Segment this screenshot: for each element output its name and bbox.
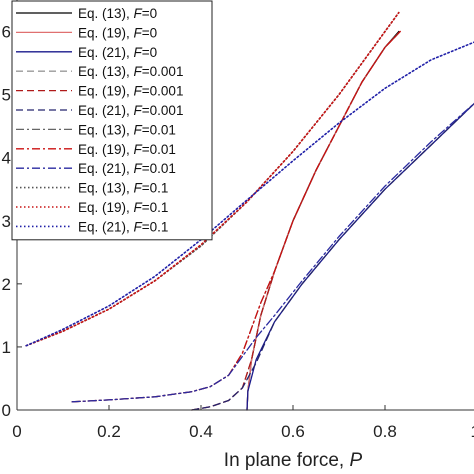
series-line-3 xyxy=(246,102,474,411)
legend-box xyxy=(11,0,213,241)
x-tick-label-3: 0.6 xyxy=(281,422,305,441)
y-tick-label-5: 5 xyxy=(2,86,11,105)
legend-entry-11: Eq. (19), F=0.1 xyxy=(78,200,168,215)
y-tick-label-2: 2 xyxy=(2,275,11,294)
legend-entry-12: Eq. (21), F=0.1 xyxy=(78,219,168,234)
y-tick-label-3: 3 xyxy=(2,212,11,231)
y-tick-label-1: 1 xyxy=(2,338,11,357)
legend-entry-8: Eq. (19), F=0.01 xyxy=(78,142,176,157)
legend-entry-6: Eq. (21), F=0.001 xyxy=(78,103,183,118)
legend: Eq. (13), F=0 Eq. (19), F=0 Eq. (21), F=0 E… xyxy=(11,0,213,241)
series-line-2 xyxy=(246,30,401,411)
legend-entry-9: Eq. (21), F=0.01 xyxy=(78,161,176,176)
series-line-5 xyxy=(191,30,401,411)
x-tick-label-4: 0.8 xyxy=(373,422,397,441)
x-tick-label-2: 0.4 xyxy=(189,422,213,441)
series-line-6 xyxy=(191,102,474,411)
x-tick-label-1: 0.2 xyxy=(97,422,121,441)
legend-entry-2: Eq. (19), F=0 xyxy=(78,25,157,40)
x-tick-label-0: 0 xyxy=(12,422,21,441)
x-tick-label-5: 1 xyxy=(471,422,474,441)
y-tick-label-4: 4 xyxy=(2,149,11,168)
legend-entry-3: Eq. (21), F=0 xyxy=(78,45,157,60)
y-tick-label-6: 6 xyxy=(2,23,11,42)
legend-entry-5: Eq. (19), F=0.001 xyxy=(78,84,183,99)
series-layer xyxy=(25,11,474,411)
x-axis-label: In plane force, P xyxy=(224,450,363,471)
series-line-12 xyxy=(25,41,474,347)
y-tick-label-0: 0 xyxy=(2,401,11,420)
series-line-11 xyxy=(25,11,400,347)
legend-entry-10: Eq. (13), F=0.1 xyxy=(78,181,168,196)
series-line-1 xyxy=(246,30,400,411)
legend-entry-1: Eq. (13), F=0 xyxy=(78,6,157,21)
legend-entry-7: Eq. (13), F=0.01 xyxy=(78,122,176,137)
legend-entry-4: Eq. (13), F=0.001 xyxy=(78,64,183,79)
series-line-9 xyxy=(71,102,474,403)
